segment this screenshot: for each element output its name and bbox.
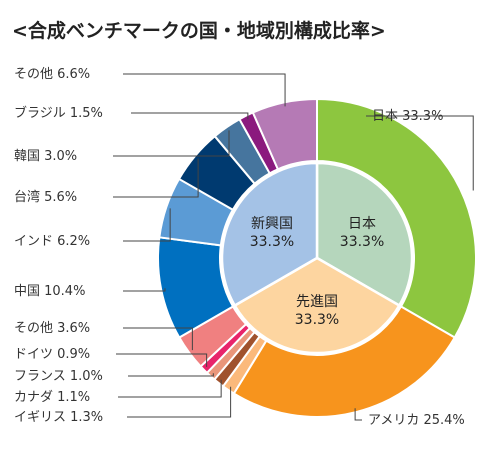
outer-label-10: 韓国 3.0% [14,149,77,164]
leader-line-6 [123,327,193,351]
outer-label-4: フランス 1.0% [14,369,103,384]
leader-line-2 [127,386,232,418]
leader-line-9 [113,158,199,198]
leader-line-7 [123,288,166,292]
leader-line-10 [113,130,230,157]
outer-label-12: その他 6.6% [14,67,90,82]
inner-slice-0 [315,161,414,308]
chart-title: <合成ベンチマークの国・地域別構成比率> [12,19,386,42]
outer-label-0: 日本 33.3% [372,109,443,124]
outer-label-6: その他 3.6% [14,321,90,336]
inner-label-value-2: 33.3% [250,234,294,250]
leader-line-4 [128,373,214,377]
outer-label-5: ドイツ 0.9% [14,347,90,362]
outer-slice-0 [316,97,477,339]
leader-lines [113,73,474,421]
inner-slice-1 [233,256,401,355]
outer-label-3: カナダ 1.1% [14,390,90,405]
inner-label-value-1: 33.3% [295,312,339,328]
outer-label-7: 中国 10.4% [14,284,85,299]
outer-label-1: アメリカ 25.4% [368,413,465,428]
leader-line-11 [131,112,249,120]
outer-slice-12 [251,97,318,171]
leader-line-12 [123,73,286,107]
outer-label-11: ブラジル 1.5% [14,105,103,121]
inner-slice-2 [220,161,319,308]
leader-line-5 [116,353,208,367]
inner-label-name-1: 先進国 [296,294,338,310]
inner-label-name-0: 日本 [348,216,376,232]
outer-slice-1 [232,305,457,418]
slice-labels: 日本 33.3% アメリカ 25.4% イギリス 1.3% カナダ 1.1% フランス … [14,67,465,428]
leader-line-3 [118,379,222,398]
leader-line-8 [123,208,171,242]
inner-label-name-2: 新興国 [251,216,293,232]
outer-label-2: イギリス 1.3% [14,410,103,425]
inner-ring [220,161,414,355]
inner-label-value-0: 33.3% [340,234,384,250]
leader-line-0 [366,115,474,191]
leader-line-1 [354,408,362,421]
outer-label-8: インド 6.2% [14,234,90,249]
inner-labels: 日本 33.3% 先進国 33.3% 新興国 33.3% [250,216,385,328]
outer-label-9: 台湾 5.6% [14,189,77,205]
